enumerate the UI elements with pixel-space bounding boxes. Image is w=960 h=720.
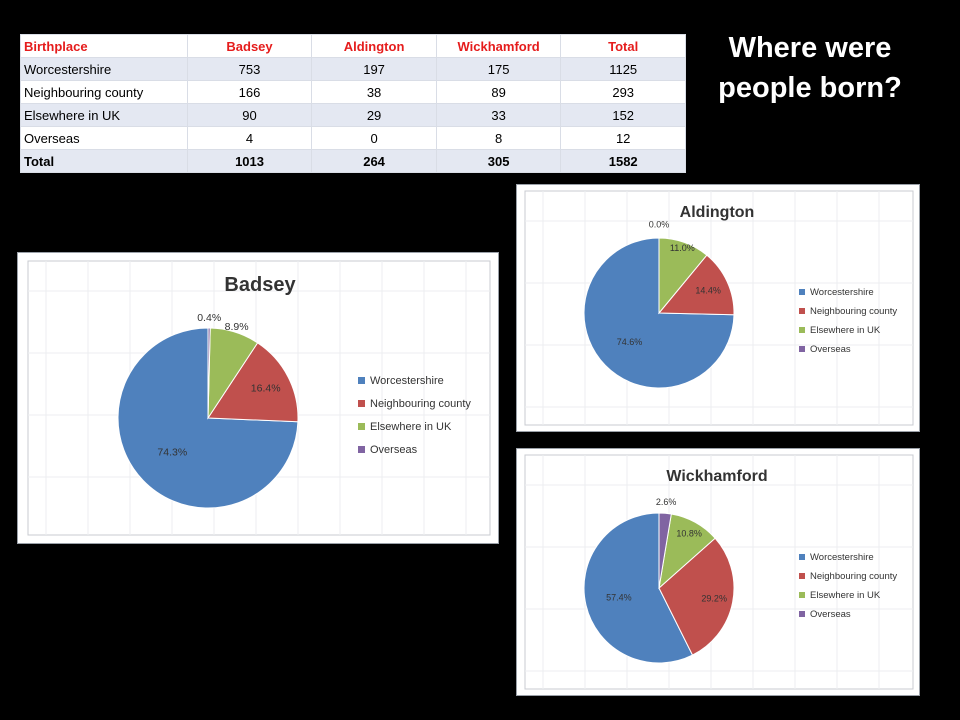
- legend-entry-overseas: Overseas: [810, 609, 851, 620]
- birthplace-table: Birthplace Badsey Aldington Wickhamford …: [20, 34, 686, 173]
- pie-slice-elsewhere-in-uk: [658, 237, 708, 315]
- legend-entry-worcestershire: Worcestershire: [810, 552, 874, 563]
- legend-entry-elsewhere-in-uk: Elsewhere in UK: [810, 590, 881, 601]
- data-label-overseas: 0.0%: [649, 220, 670, 230]
- table-cell: 166: [186, 80, 313, 104]
- table-cell: Overseas: [20, 126, 188, 150]
- table-cell: 753: [186, 57, 313, 81]
- pie-slice-overseas: [207, 327, 211, 419]
- column-header: Total: [560, 34, 686, 58]
- table-row: Worcestershire 753 197 175 1125: [20, 57, 686, 81]
- chart-title: Badsey: [224, 274, 296, 296]
- table-cell: 33: [435, 103, 562, 127]
- table-cell: Neighbouring county: [20, 80, 188, 104]
- legend-swatch-overseas: [799, 346, 805, 352]
- table-cell: 29: [311, 103, 437, 127]
- legend-entry-neighbouring-county: Neighbouring county: [810, 571, 897, 582]
- legend: Worcestershire Neighbouring county Elsewhe…: [799, 552, 897, 620]
- table-cell: 12: [560, 126, 686, 150]
- chart-title: Aldington: [680, 204, 755, 221]
- legend-entry-elsewhere-in-uk: Elsewhere in UK: [370, 421, 452, 433]
- table-cell: 38: [311, 80, 437, 104]
- table-cell: 90: [186, 103, 313, 127]
- legend-entry-worcestershire: Worcestershire: [810, 287, 874, 298]
- pie-chart-aldington: Aldington 74.6% 14.4% 11.0% 0.0% Worcestershi…: [524, 190, 914, 426]
- column-header: Birthplace: [20, 34, 188, 58]
- legend-entry-overseas: Overseas: [810, 344, 851, 355]
- table-cell: Worcestershire: [20, 57, 188, 81]
- legend: Worcestershire Neighbouring county Elsewhe…: [358, 375, 471, 456]
- table-cell: 293: [560, 80, 686, 104]
- pie-slice-overseas: [658, 512, 672, 589]
- data-label-elsewhere-in-uk: 10.8%: [676, 529, 702, 539]
- legend-swatch-elsewhere-in-uk: [799, 327, 805, 333]
- column-header: Badsey: [186, 34, 313, 58]
- data-label-elsewhere-in-uk: 8.9%: [225, 321, 249, 333]
- table-cell: 1582: [560, 149, 686, 173]
- legend-entry-overseas: Overseas: [370, 444, 418, 456]
- legend-swatch-neighbouring-county: [799, 573, 805, 579]
- legend-swatch-neighbouring-county: [358, 400, 365, 407]
- chart-title: Wickhamford: [666, 468, 767, 485]
- table-cell: 1013: [186, 149, 313, 173]
- data-label-overseas: 0.4%: [197, 312, 221, 324]
- table-cell: 0: [311, 126, 437, 150]
- legend-swatch-neighbouring-county: [799, 308, 805, 314]
- table-cell: Total: [20, 149, 188, 173]
- legend-swatch-worcestershire: [799, 289, 805, 295]
- data-label-worcestershire: 57.4%: [606, 593, 632, 603]
- chart-badsey: Badsey 74.3% 16.4% 8.9% 0.4% Worcestershire Ne…: [17, 252, 499, 544]
- data-label-neighbouring-county: 29.2%: [701, 594, 727, 604]
- table-cell: 305: [435, 149, 562, 173]
- data-label-worcestershire: 74.6%: [617, 337, 643, 347]
- table-header-row: Birthplace Badsey Aldington Wickhamford …: [20, 34, 686, 58]
- legend-entry-elsewhere-in-uk: Elsewhere in UK: [810, 325, 881, 336]
- pie-slice-neighbouring-county: [207, 342, 299, 423]
- table-cell: 175: [435, 57, 562, 81]
- legend-swatch-elsewhere-in-uk: [799, 592, 805, 598]
- legend-swatch-worcestershire: [358, 377, 365, 384]
- data-label-worcestershire: 74.3%: [157, 446, 187, 458]
- table-cell: 264: [311, 149, 437, 173]
- table-cell: 8: [435, 126, 562, 150]
- table-row: Elsewhere in UK 90 29 33 152: [20, 103, 686, 127]
- legend-swatch-overseas: [799, 611, 805, 617]
- legend-swatch-elsewhere-in-uk: [358, 423, 365, 430]
- pie-slice-neighbouring-county: [658, 537, 735, 656]
- data-label-neighbouring-county: 14.4%: [695, 286, 721, 296]
- chart-aldington: Aldington 74.6% 14.4% 11.0% 0.0% Worcestershi…: [516, 184, 920, 432]
- table-cell: 152: [560, 103, 686, 127]
- pie-slice-neighbouring-county: [657, 254, 735, 316]
- legend-swatch-overseas: [358, 446, 365, 453]
- table-cell: 89: [435, 80, 562, 104]
- legend-swatch-worcestershire: [799, 554, 805, 560]
- table-cell: 197: [311, 57, 437, 81]
- pie-chart-wickhamford: Wickhamford 57.4% 29.2% 10.8% 2.6% Worcesters…: [524, 454, 914, 690]
- legend-entry-neighbouring-county: Neighbouring county: [370, 398, 471, 410]
- column-header: Aldington: [311, 34, 437, 58]
- table-row: Overseas 4 0 8 12: [20, 126, 686, 150]
- table-cell: Elsewhere in UK: [20, 103, 188, 127]
- table-cell: 1125: [560, 57, 686, 81]
- pie-chart-badsey: Badsey 74.3% 16.4% 8.9% 0.4% Worcestershire Ne…: [27, 260, 491, 536]
- pie-slice-worcestershire: [583, 237, 735, 389]
- table-total-row: Total 1013 264 305 1582: [20, 149, 686, 173]
- data-label-neighbouring-county: 16.4%: [251, 383, 281, 395]
- chart-wickhamford: Wickhamford 57.4% 29.2% 10.8% 2.6% Worcesters…: [516, 448, 920, 696]
- table-row: Neighbouring county 166 38 89 293: [20, 80, 686, 104]
- legend: Worcestershire Neighbouring county Elsewhe…: [799, 287, 897, 355]
- column-header: Wickhamford: [435, 34, 562, 58]
- page-title: Where were people born?: [718, 32, 902, 104]
- pie-slice-worcestershire: [583, 512, 694, 664]
- data-label-overseas: 2.6%: [656, 497, 677, 507]
- table-cell: 4: [186, 126, 313, 150]
- data-label-elsewhere-in-uk: 11.0%: [670, 243, 695, 253]
- legend-entry-neighbouring-county: Neighbouring county: [810, 306, 897, 317]
- legend-entry-worcestershire: Worcestershire: [370, 375, 444, 387]
